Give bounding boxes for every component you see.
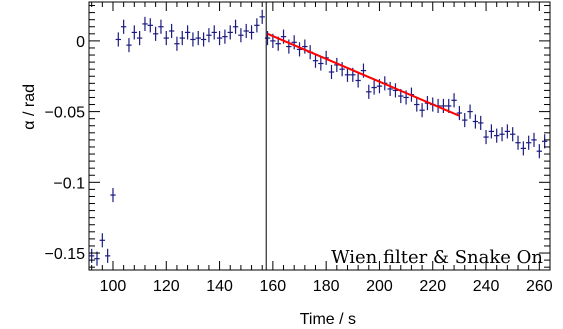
x-axis-ticks: 100 120 140 160 180 200 220 240 260 [91, 2, 553, 295]
data-point [286, 39, 292, 54]
data-point [328, 64, 335, 80]
x-tick-label: 220 [419, 278, 446, 295]
data-point [302, 39, 308, 54]
data-point [94, 251, 100, 266]
data-point [120, 19, 127, 34]
data-point [312, 53, 319, 68]
data-point [243, 23, 249, 39]
x-tick-label: 260 [526, 278, 553, 295]
y-tick-label: −0.05 [45, 105, 86, 122]
x-tick-label: 180 [313, 278, 340, 295]
plot-frame [88, 1, 551, 271]
data-point [200, 32, 207, 47]
data-point [456, 105, 463, 121]
data-point [227, 25, 233, 40]
data-point [259, 9, 265, 24]
data-point [152, 26, 159, 41]
data-point [483, 129, 489, 145]
data-point [131, 25, 137, 40]
data-point [222, 29, 228, 44]
x-tick-label: 200 [366, 278, 393, 295]
data-point [520, 141, 527, 156]
data-point [494, 128, 500, 143]
data-point [392, 83, 399, 98]
data-point [104, 248, 111, 263]
data-point [89, 248, 95, 263]
data-point [195, 30, 201, 46]
data-marks [89, 9, 548, 266]
data-point [510, 127, 516, 142]
data-point [515, 135, 521, 150]
data-point [296, 42, 303, 57]
data-point [216, 30, 223, 46]
data-point [536, 144, 543, 159]
data-point [248, 25, 255, 40]
x-axis-label: Time / s [300, 311, 356, 328]
data-point [163, 30, 169, 46]
x-tick-label: 100 [100, 278, 127, 295]
annotation-text: Wien filter & Snake On [331, 247, 543, 268]
y-axis-ticks: 0 −0.05 −0.1 −0.15 [45, 5, 550, 268]
x-tick-label: 160 [260, 278, 287, 295]
data-point [174, 36, 180, 51]
data-point [99, 233, 105, 248]
data-point [467, 104, 473, 119]
data-point [136, 30, 143, 46]
data-point [504, 124, 511, 139]
data-point [440, 98, 447, 114]
data-point [110, 187, 116, 203]
data-point [371, 80, 377, 95]
data-point [419, 103, 425, 118]
x-tick-label: 120 [153, 278, 180, 295]
data-point [232, 19, 239, 34]
data-point [387, 81, 393, 97]
y-axis-label: α / rad [21, 84, 38, 130]
data-point [531, 132, 537, 147]
data-point [158, 19, 164, 34]
data-point [126, 38, 132, 53]
data-point [211, 25, 217, 40]
data-point [499, 127, 505, 142]
data-point [142, 16, 148, 31]
data-point [462, 113, 468, 128]
data-point [488, 124, 495, 139]
y-tick-label: −0.15 [45, 246, 86, 263]
data-point [414, 97, 420, 112]
data-point [147, 18, 153, 33]
x-tick-label: 140 [206, 278, 233, 295]
data-point [355, 73, 361, 88]
data-point [179, 30, 185, 46]
data-point [344, 67, 351, 82]
data-point [472, 114, 479, 129]
x-tick-label: 240 [473, 278, 500, 295]
data-point [366, 84, 372, 99]
data-point [206, 28, 212, 43]
data-point [238, 28, 244, 43]
data-point [451, 93, 457, 108]
data-point [264, 30, 271, 46]
data-point [526, 135, 532, 150]
data-point [318, 56, 324, 71]
data-point [478, 115, 484, 130]
data-point [339, 62, 345, 77]
y-tick-label: −0.1 [53, 175, 85, 192]
data-point [291, 35, 297, 50]
data-point [184, 25, 191, 40]
y-tick-label: 0 [76, 34, 85, 51]
data-point [168, 23, 175, 39]
data-point [254, 18, 260, 33]
data-point [190, 32, 196, 47]
data-point [115, 32, 121, 47]
fit-line [267, 32, 460, 117]
data-point [542, 134, 548, 149]
